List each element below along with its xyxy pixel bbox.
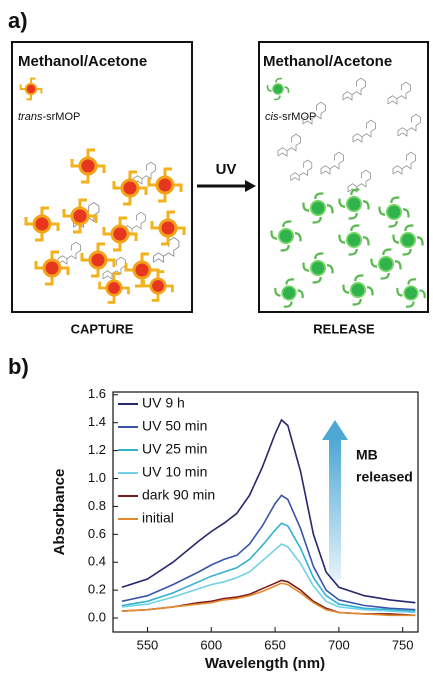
annotation: released bbox=[356, 469, 413, 485]
annotation-arrow bbox=[329, 440, 341, 580]
series-line bbox=[121, 418, 416, 604]
legend-prefix: trans bbox=[18, 111, 43, 123]
x-tick-label: 550 bbox=[137, 637, 159, 652]
plot-area bbox=[112, 391, 419, 633]
legend-label: UV 10 min bbox=[142, 464, 207, 480]
series-line bbox=[121, 522, 416, 612]
x-tick-label: 600 bbox=[200, 637, 222, 652]
box-caption: RELEASE bbox=[313, 321, 375, 336]
x-tick-label: 650 bbox=[264, 637, 286, 652]
legend-label: UV 25 min bbox=[142, 441, 207, 457]
right-box bbox=[258, 41, 429, 313]
y-axis-label: Absorbance bbox=[51, 469, 68, 556]
y-tick-label: 1.4 bbox=[88, 414, 106, 429]
legend-label: trans-srMOP bbox=[18, 111, 80, 123]
legend-label: UV 50 min bbox=[142, 418, 207, 434]
x-axis-label: Wavelength (nm) bbox=[205, 655, 325, 672]
annotation: MB bbox=[356, 447, 378, 463]
y-tick-label: 0.0 bbox=[88, 609, 106, 624]
box-title: Methanol/Acetone bbox=[263, 53, 392, 70]
y-tick-label: 0.4 bbox=[88, 554, 106, 569]
annotation-arrow-head bbox=[322, 420, 348, 440]
legend-suffix: -srMOP bbox=[278, 111, 316, 123]
arrow-label: UV bbox=[216, 161, 237, 178]
y-tick-label: 1.6 bbox=[88, 386, 106, 401]
y-tick-label: 1.2 bbox=[88, 442, 106, 457]
legend-label: initial bbox=[142, 510, 174, 526]
box-caption: CAPTURE bbox=[71, 321, 134, 336]
y-tick-label: 0.8 bbox=[88, 498, 106, 513]
series-line bbox=[121, 494, 416, 611]
panel-label: b) bbox=[8, 354, 29, 379]
arrow-head bbox=[245, 180, 256, 192]
panel-label: a) bbox=[8, 8, 28, 33]
x-tick-label: 700 bbox=[328, 637, 350, 652]
legend-label: dark 90 min bbox=[142, 487, 215, 503]
legend-label: cis-srMOP bbox=[265, 111, 316, 123]
y-tick-label: 1.0 bbox=[88, 470, 106, 485]
legend-label: UV 9 h bbox=[142, 395, 185, 411]
legend-prefix: cis bbox=[265, 111, 279, 123]
box-title: Methanol/Acetone bbox=[18, 53, 147, 70]
series-line bbox=[121, 543, 416, 614]
y-tick-label: 0.2 bbox=[88, 582, 106, 597]
series-line bbox=[121, 582, 416, 617]
y-tick-label: 0.6 bbox=[88, 526, 106, 541]
legend-suffix: -srMOP bbox=[42, 111, 80, 123]
x-tick-label: 750 bbox=[392, 637, 414, 652]
